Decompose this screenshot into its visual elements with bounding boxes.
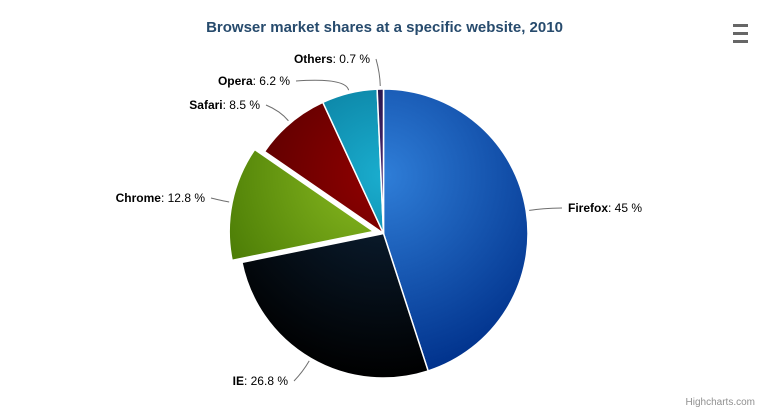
data-label-firefox: Firefox: 45 %: [568, 201, 642, 215]
pie-slice-ie[interactable]: [241, 232, 429, 379]
hamburger-bar: [733, 40, 748, 43]
hamburger-bar: [733, 32, 748, 35]
label-connector-others: [375, 58, 381, 87]
data-label-others: Others: 0.7 %: [294, 52, 370, 66]
data-label-safari: Safari: 8.5 %: [189, 98, 260, 112]
hamburger-bar: [733, 24, 748, 27]
pie-slice-others[interactable]: [376, 88, 385, 235]
label-connector-firefox: [529, 207, 563, 211]
label-connector-safari: [265, 104, 289, 122]
highcharts-credits[interactable]: Highcharts.com: [685, 397, 755, 408]
pie-slice-chrome[interactable]: [228, 148, 375, 262]
pie-slice-firefox[interactable]: [382, 88, 529, 372]
data-label-chrome: Chrome: 12.8 %: [116, 191, 206, 205]
label-connector-opera: [295, 79, 350, 91]
data-label-ie: IE: 26.8 %: [233, 374, 289, 388]
label-connector-ie: [293, 360, 310, 382]
chart-title: Browser market shares at a specific webs…: [206, 19, 563, 36]
data-label-opera: Opera: 6.2 %: [218, 74, 290, 88]
label-connector-chrome: [210, 197, 230, 203]
context-menu-button[interactable]: [731, 22, 750, 45]
hamburger-icon: [733, 24, 748, 43]
